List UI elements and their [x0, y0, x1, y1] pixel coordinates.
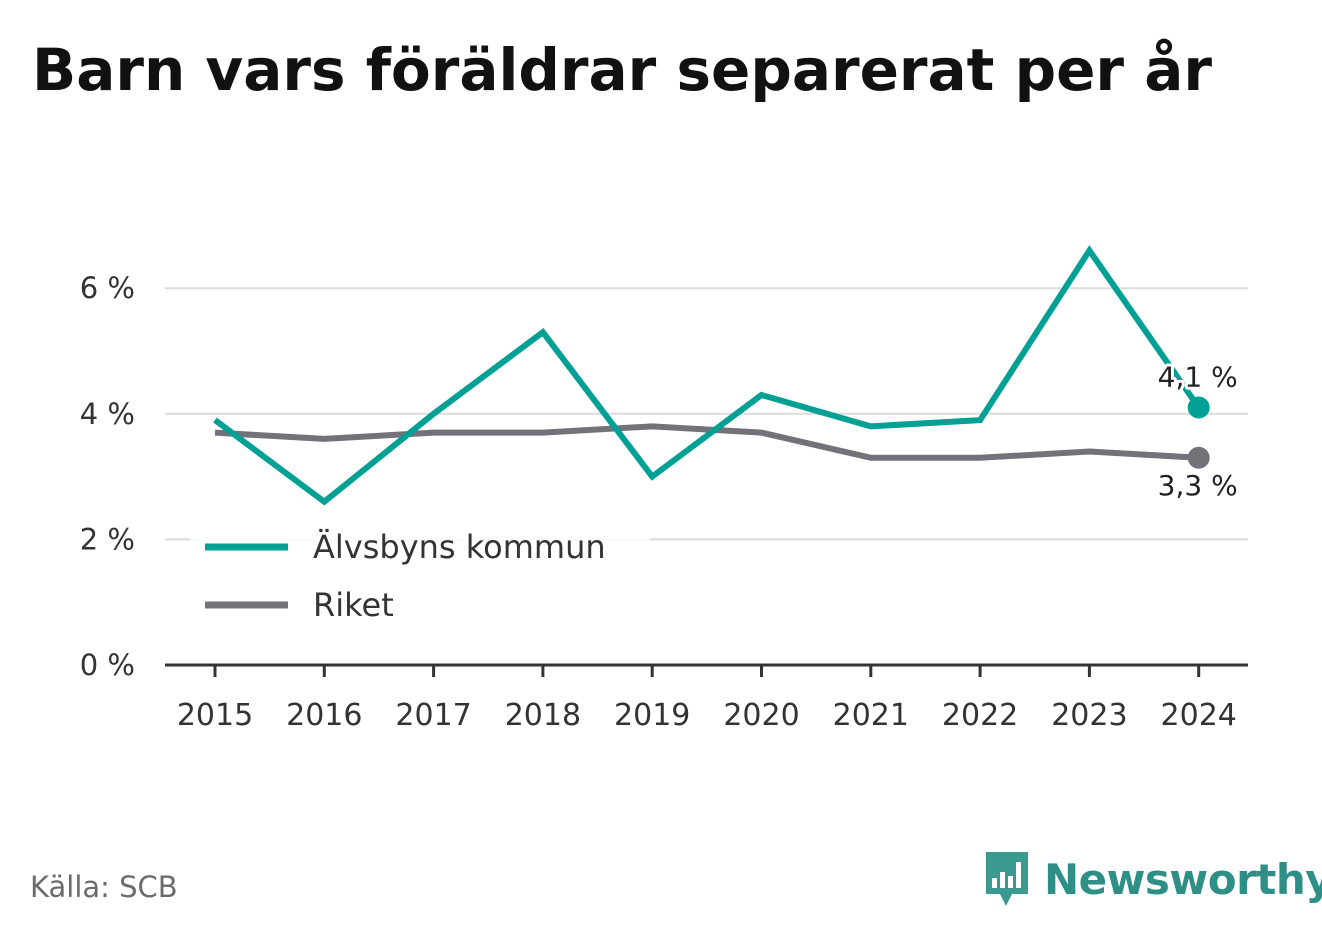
- brand-logo[interactable]: Newsworthy: [982, 850, 1322, 908]
- x-tick-label: 2018: [505, 698, 581, 733]
- x-tick-label: 2020: [723, 698, 799, 733]
- end-point-marker: [1187, 446, 1210, 469]
- y-tick-label: 6 %: [80, 271, 135, 305]
- x-tick-label: 2015: [177, 698, 253, 733]
- x-tick-label: 2016: [286, 698, 362, 733]
- end-value-labels: 4,1 %4,1 %3,3 %3,3 %: [1155, 358, 1241, 505]
- legend: Älvsbyns kommun Riket: [190, 520, 650, 630]
- y-tick-label: 2 %: [80, 522, 135, 556]
- end-point-marker: [1187, 396, 1210, 419]
- x-tick-label: 2021: [833, 698, 909, 733]
- brand-name: Newsworthy: [1044, 854, 1322, 904]
- chart-title: Barn vars föräldrar separerat per år: [32, 36, 1212, 104]
- x-tick-label: 2019: [614, 698, 690, 733]
- legend-background: [190, 520, 650, 630]
- y-axis-tick-labels: 0 % 2 % 4 % 6 %: [80, 271, 135, 682]
- legend-label: Riket: [313, 586, 394, 624]
- x-axis-tick-labels: 2015 2016 2017 2018 2019 2020 2021 2022 2023 2024: [177, 698, 1237, 733]
- end-value-label-halo: 4,1 %: [1158, 361, 1238, 394]
- y-tick-label: 0 %: [80, 648, 135, 682]
- x-tick-label: 2022: [942, 698, 1018, 733]
- x-tick-label: 2024: [1161, 698, 1237, 733]
- y-tick-label: 4 %: [80, 397, 135, 431]
- end-value-label-halo: 3,3 %: [1158, 469, 1238, 502]
- series-line-alvsbyn: [213, 245, 1202, 506]
- x-tick-label: 2017: [395, 698, 471, 733]
- source-note: Källa: SCB: [30, 870, 178, 904]
- series-line-riket: [214, 423, 1199, 461]
- newsworthy-logo-icon: [986, 852, 1028, 906]
- end-value-label: 3,3 %: [1158, 469, 1238, 502]
- legend-label: Älvsbyns kommun: [313, 528, 606, 566]
- x-axis: [165, 663, 1248, 677]
- end-value-label: 4,1 %: [1158, 361, 1238, 394]
- series-lines: [213, 245, 1202, 506]
- x-tick-label: 2023: [1051, 698, 1127, 733]
